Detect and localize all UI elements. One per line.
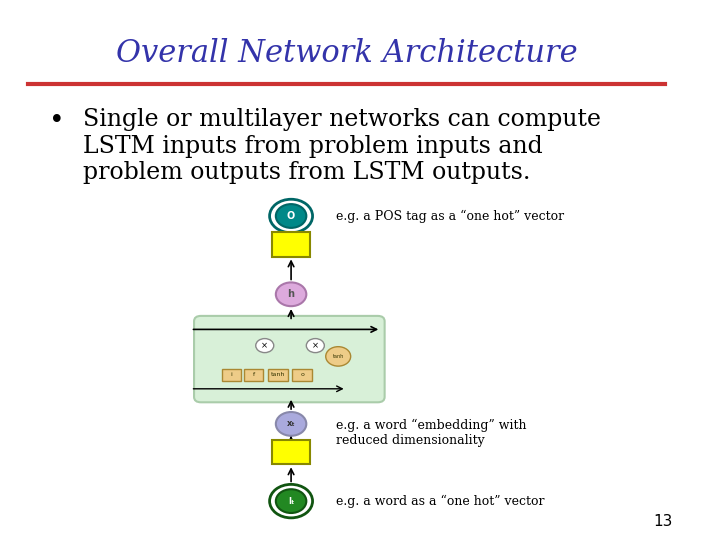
Circle shape [276,489,306,513]
Text: tanh: tanh [271,372,285,377]
Circle shape [269,484,312,518]
Text: tanh: tanh [333,354,344,359]
Circle shape [256,339,274,353]
Text: 13: 13 [653,514,672,529]
Text: o: o [300,372,304,377]
Text: xₜ: xₜ [287,420,295,428]
Bar [269,369,287,381]
Circle shape [325,347,351,366]
Text: i: i [230,372,233,377]
Text: e.g. a word “embedding” with
reduced dimensionality: e.g. a word “embedding” with reduced dim… [336,418,526,447]
FancyBboxPatch shape [194,316,384,402]
Text: ×: × [312,341,319,350]
Text: lₜ: lₜ [288,497,294,505]
Text: Overall Network Architecture: Overall Network Architecture [116,38,577,69]
Circle shape [276,204,306,228]
Text: ×: × [261,341,269,350]
Text: f: f [253,372,255,377]
Bar [222,369,241,381]
Bar [272,232,310,256]
Bar [292,369,312,381]
Bar [244,369,264,381]
Text: h: h [287,289,294,299]
Text: O: O [287,211,295,221]
Circle shape [306,339,324,353]
Circle shape [269,199,312,233]
Circle shape [276,412,306,436]
Bar [272,440,310,464]
Text: e.g. a POS tag as a “one hot” vector: e.g. a POS tag as a “one hot” vector [336,210,564,222]
Circle shape [276,282,306,306]
Text: •: • [48,108,64,134]
Text: Single or multilayer networks can compute
LSTM inputs from problem inputs and
pr: Single or multilayer networks can comput… [84,108,601,184]
Text: e.g. a word as a “one hot” vector: e.g. a word as a “one hot” vector [336,495,544,508]
